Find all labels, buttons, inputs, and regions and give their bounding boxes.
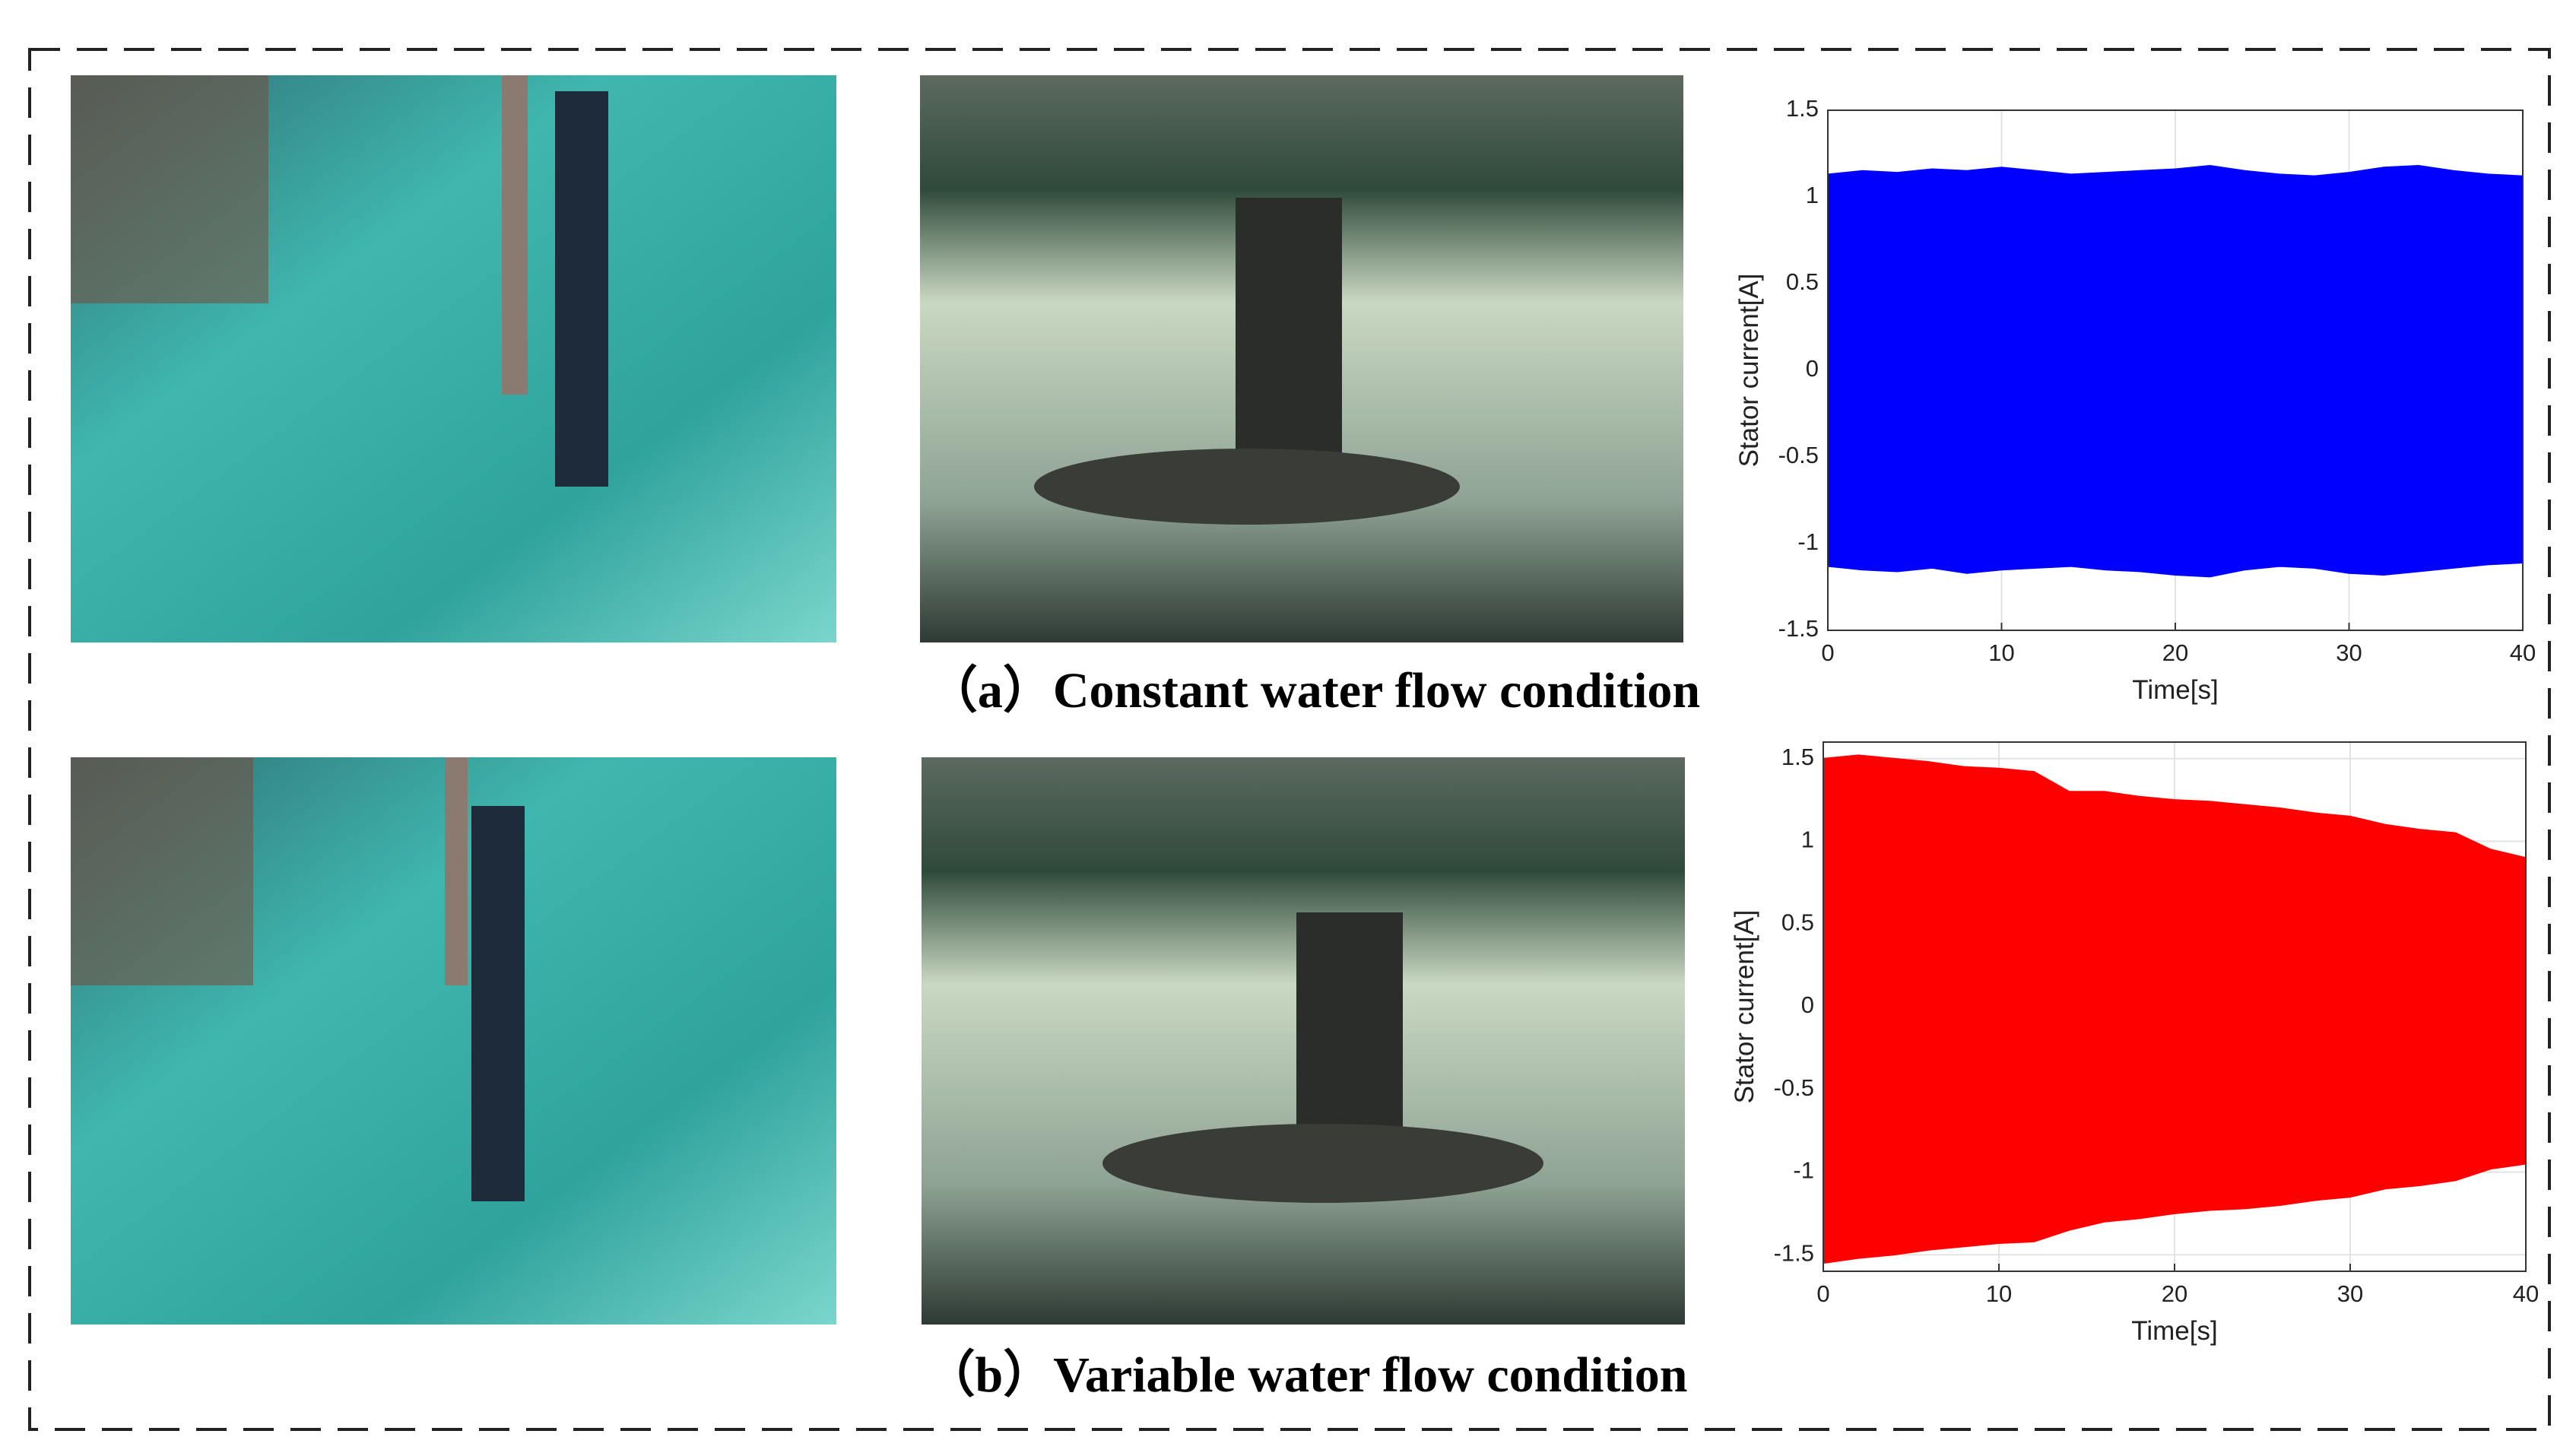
area xyxy=(1827,370,2524,578)
x-tick-label: 40 xyxy=(2510,639,2536,666)
y-tick-label: 0 xyxy=(1806,355,1819,382)
area xyxy=(1823,754,2527,1007)
y-tick-label: -1.5 xyxy=(1774,1239,1814,1266)
x-tick-label: 20 xyxy=(2162,639,2188,666)
y-axis-label: Stator current[A] xyxy=(1730,910,1759,1104)
photo-flume-a xyxy=(71,75,836,642)
x-tick-label: 0 xyxy=(1816,1280,1829,1307)
y-tick-label: 0.5 xyxy=(1781,909,1814,935)
y-tick-label: 0.5 xyxy=(1786,268,1819,295)
x-tick-label: 10 xyxy=(1986,1280,2012,1307)
x-axis-label: Time[s] xyxy=(2132,675,2218,705)
photo-tank-b xyxy=(922,757,1685,1325)
photo-flume-b xyxy=(71,757,836,1325)
x-tick-label: 10 xyxy=(1988,639,2014,666)
y-tick-label: -1 xyxy=(1797,528,1819,555)
y-tick-label: 0 xyxy=(1801,991,1814,1018)
x-tick-label: 30 xyxy=(2336,639,2362,666)
caption: （b）Variable water flow condition xyxy=(925,1347,1688,1403)
x-tick-label: 40 xyxy=(2513,1280,2539,1307)
y-tick-label: -0.5 xyxy=(1774,1074,1814,1101)
y-axis-label: Stator current[A] xyxy=(1734,274,1764,468)
y-tick-label: 1.5 xyxy=(1786,95,1819,122)
y-tick-label: -1.5 xyxy=(1778,615,1819,642)
caption: （a）Constant water flow condition xyxy=(928,662,1700,719)
photo-tank-a xyxy=(920,75,1683,642)
y-tick-label: 1.5 xyxy=(1781,744,1814,770)
dashed-border xyxy=(28,48,2551,1431)
y-tick-label: -1 xyxy=(1793,1157,1814,1184)
y-tick-label: 1 xyxy=(1801,826,1814,853)
x-axis-label: Time[s] xyxy=(2131,1316,2217,1346)
area xyxy=(1827,164,2524,371)
x-tick-label: 30 xyxy=(2337,1280,2363,1307)
axes-box xyxy=(1827,109,2524,631)
axes-box xyxy=(1823,741,2527,1272)
x-tick-label: 0 xyxy=(1821,639,1834,666)
area xyxy=(1823,1006,2527,1264)
x-tick-label: 20 xyxy=(2162,1280,2187,1307)
y-tick-label: 1 xyxy=(1806,182,1819,208)
y-tick-label: -0.5 xyxy=(1778,442,1819,468)
